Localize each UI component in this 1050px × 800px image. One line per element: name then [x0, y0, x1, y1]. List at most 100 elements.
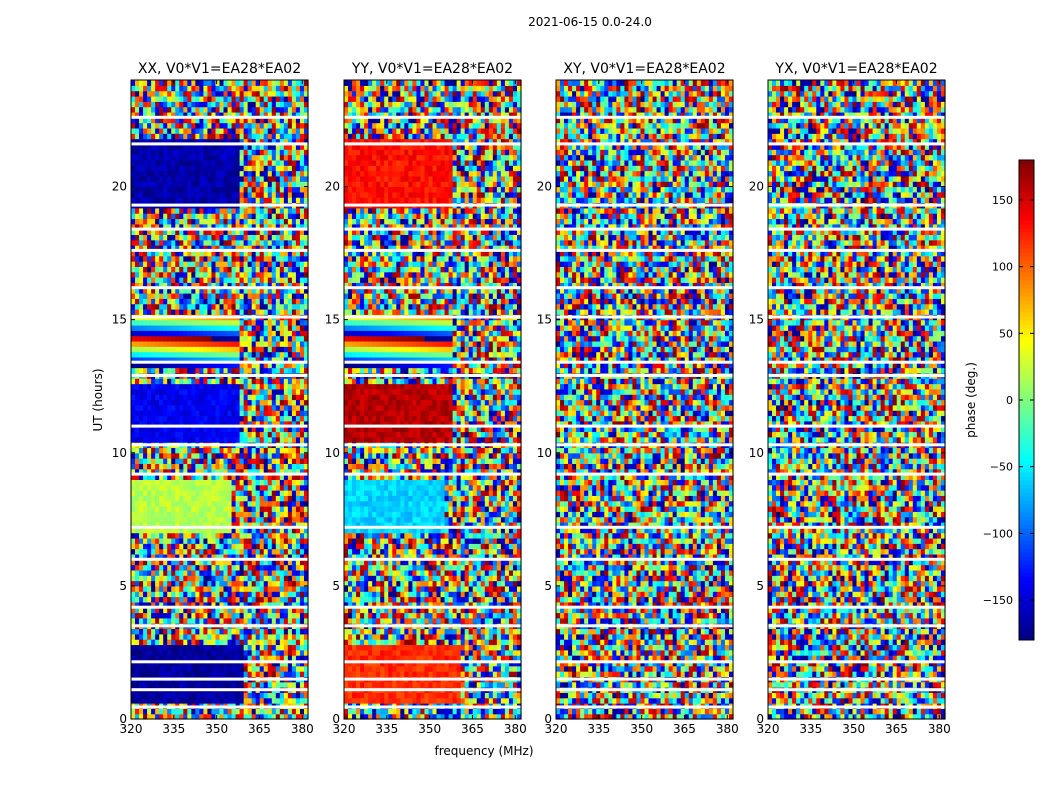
heatmap-cell: [207, 569, 213, 576]
heatmap-cell: [195, 484, 200, 491]
heatmap-cell: [255, 191, 261, 198]
heatmap-cell: [211, 277, 217, 283]
heatmap-cell: [143, 415, 148, 422]
heatmap-cell: [207, 298, 213, 305]
heatmap-cell: [143, 468, 148, 475]
heatmap-cell: [275, 644, 281, 651]
heatmap-cell: [227, 239, 233, 246]
heatmap-cell: [271, 388, 277, 395]
heatmap-cell: [283, 660, 289, 667]
heatmap-cell: [211, 665, 217, 672]
heatmap-cell: [183, 383, 188, 390]
heatmap-cell: [147, 282, 152, 289]
heatmap-cell: [255, 133, 261, 140]
heatmap-cell: [255, 261, 261, 267]
heatmap-cell: [259, 436, 265, 443]
heatmap-cell: [155, 111, 160, 118]
heatmap-cell: [135, 458, 140, 464]
heatmap-cell: [199, 628, 205, 635]
heatmap-cell: [239, 149, 245, 156]
heatmap-cell: [223, 340, 229, 347]
heatmap-cell: [215, 617, 221, 624]
heatmap-cell: [303, 649, 309, 656]
heatmap-cell: [295, 458, 301, 464]
heatmap-cell: [147, 713, 152, 720]
heatmap-cell: [163, 175, 168, 182]
heatmap-cell: [179, 607, 184, 614]
heatmap-cell: [227, 255, 233, 262]
heatmap-cell: [247, 495, 253, 502]
heatmap-cell: [303, 585, 309, 592]
heatmap-cell: [259, 181, 265, 188]
heatmap-cell: [151, 543, 156, 550]
heatmap-cell: [287, 117, 293, 124]
heatmap-cell: [143, 191, 148, 198]
heatmap-cell: [255, 580, 261, 587]
heatmap-cell: [251, 532, 257, 539]
heatmap-cell: [131, 537, 136, 544]
heatmap-cell: [259, 378, 265, 385]
heatmap-cell: [303, 713, 309, 720]
heatmap-cell: [267, 308, 273, 315]
heatmap-cell: [291, 708, 297, 715]
heatmap-cell: [207, 159, 213, 166]
heatmap-cell: [231, 543, 237, 550]
heatmap-cell: [235, 324, 241, 331]
heatmap-cell: [275, 601, 281, 608]
heatmap-cell: [271, 633, 277, 640]
heatmap-cell: [195, 191, 200, 198]
heatmap-cell: [279, 282, 285, 289]
heatmap-cell: [203, 639, 209, 646]
heatmap-cell: [195, 521, 200, 528]
heatmap-cell: [267, 378, 273, 385]
heatmap-cell: [167, 111, 172, 118]
heatmap-cell: [283, 356, 289, 363]
heatmap-cell: [247, 639, 253, 646]
heatmap-cell: [163, 266, 168, 273]
heatmap-cell: [219, 308, 225, 315]
heatmap-cell: [219, 575, 225, 582]
heatmap-cell: [175, 319, 180, 326]
heatmap-cell: [159, 452, 164, 459]
heatmap-cell: [191, 559, 196, 566]
heatmap-cell: [231, 671, 237, 677]
heatmap-cell: [155, 639, 160, 646]
heatmap-cell: [235, 644, 241, 651]
heatmap-cell: [287, 330, 293, 337]
heatmap-cell: [131, 367, 136, 374]
heatmap-cell: [159, 207, 164, 214]
heatmap-cell: [207, 303, 213, 310]
heatmap-cell: [259, 713, 265, 720]
heatmap-cell: [191, 553, 196, 560]
heatmap-cell: [263, 383, 269, 390]
heatmap-cell: [211, 213, 217, 220]
heatmap-cell: [239, 394, 245, 401]
heatmap-cell: [219, 495, 225, 502]
heatmap-cell: [251, 293, 257, 299]
heatmap-cell: [223, 271, 229, 278]
heatmap-cell: [243, 580, 249, 587]
heatmap-cell: [227, 378, 233, 385]
heatmap-cell: [223, 404, 229, 411]
heatmap-cell: [263, 117, 269, 124]
heatmap-cell: [215, 660, 221, 667]
heatmap-cell: [263, 271, 269, 278]
heatmap-cell: [243, 500, 249, 507]
heatmap-cell: [163, 303, 168, 310]
heatmap-cell: [179, 197, 184, 204]
heatmap-cell: [267, 633, 273, 640]
heatmap-cell: [155, 591, 160, 598]
heatmap-cell: [299, 479, 305, 486]
heatmap-cell: [131, 303, 136, 310]
heatmap-cell: [183, 553, 188, 560]
heatmap-cell: [159, 665, 164, 672]
heatmap-cell: [135, 633, 140, 640]
heatmap-cell: [279, 639, 285, 646]
heatmap-cell: [179, 351, 184, 358]
heatmap-cell: [263, 261, 269, 267]
heatmap-cell: [151, 495, 156, 502]
heatmap-cell: [215, 543, 221, 550]
heatmap-cell: [291, 617, 297, 624]
heatmap-cell: [243, 394, 249, 401]
heatmap-cell: [279, 601, 285, 608]
